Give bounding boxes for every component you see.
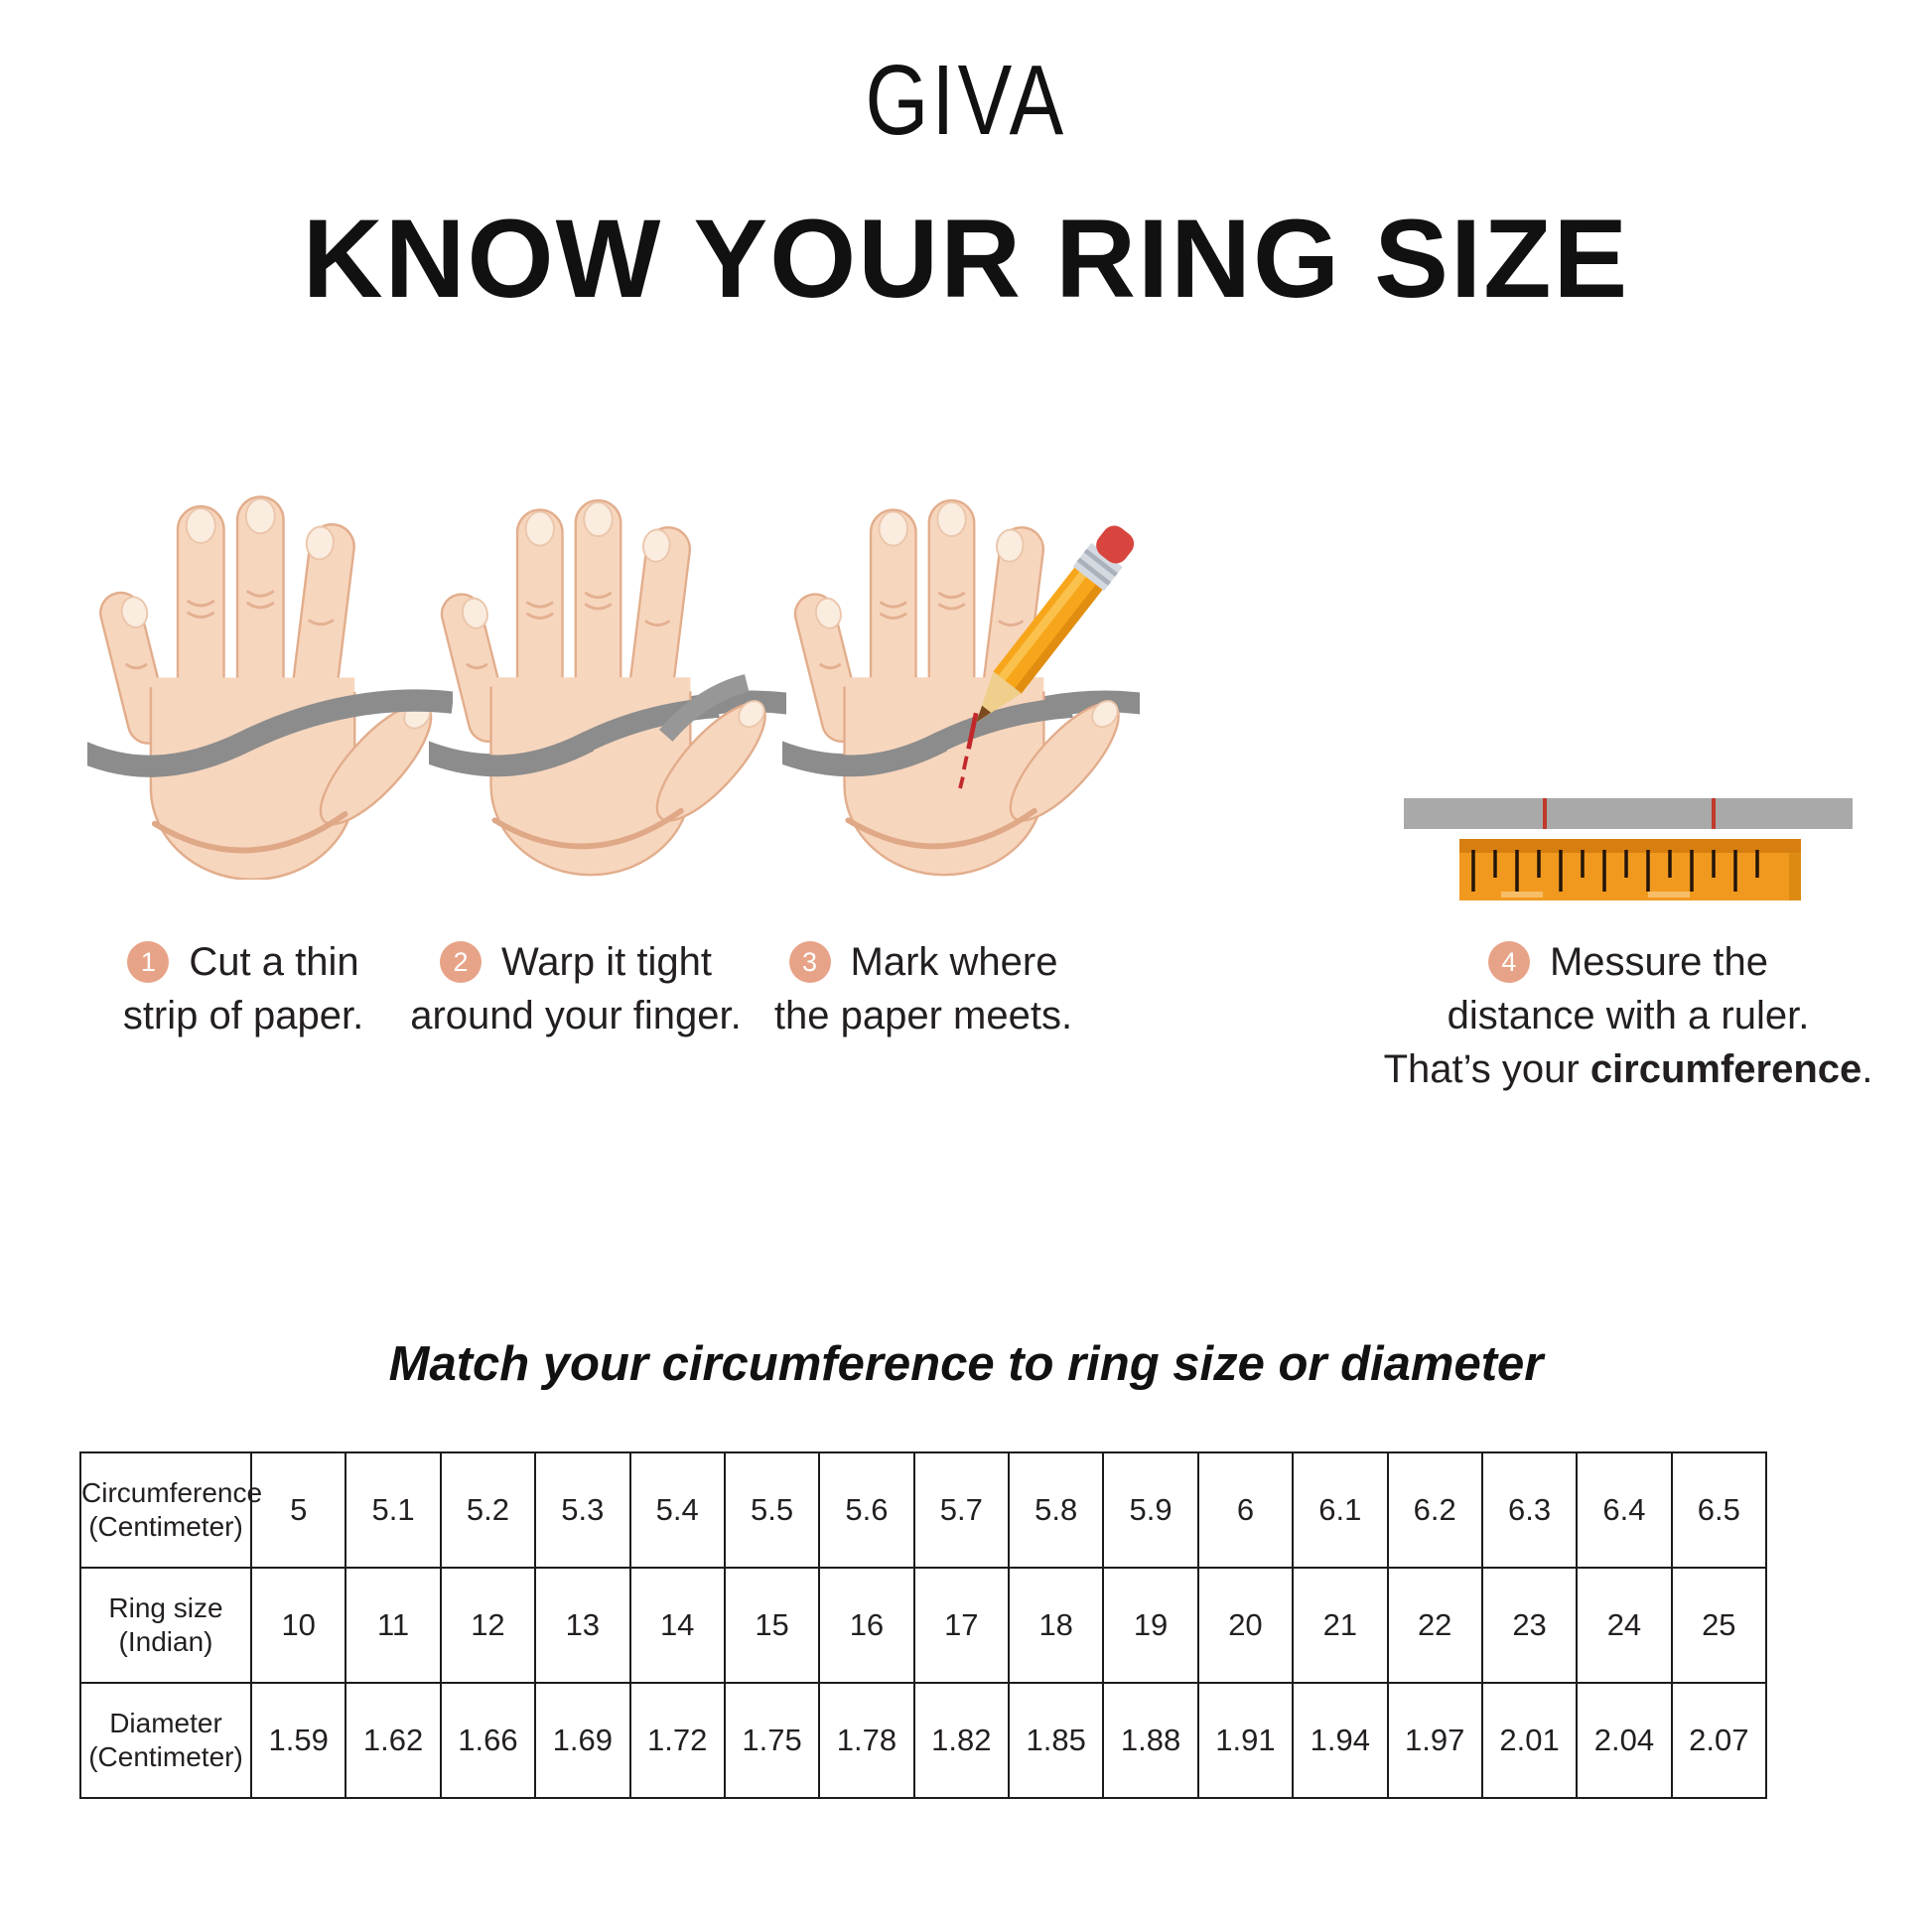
table-cell: 6 [1196, 1451, 1295, 1569]
table-cell: 21 [1292, 1567, 1389, 1684]
step-3-line2: the paper meets. [773, 994, 1073, 1037]
table-cell: 6.5 [1670, 1451, 1768, 1569]
table-cell: 18 [1007, 1567, 1105, 1684]
caption-step-2: 2 Warp it tight around your finger. [392, 935, 759, 1042]
size-table-body: Circumference (Centimeter) 5 5.1 5.2 5.3 5.4 5.… [79, 1451, 1768, 1799]
table-row: Ring size (Indian) 10 11 12 13 14 15 16 17 18 19 20 2… [79, 1567, 1768, 1684]
table-cell: 24 [1576, 1567, 1673, 1684]
table-cell: 2.04 [1576, 1682, 1673, 1799]
table-cell: 5.9 [1102, 1451, 1199, 1569]
table-cell: 1.72 [628, 1682, 726, 1799]
table-cell: 1.85 [1007, 1682, 1105, 1799]
step-4-badge: 4 [1487, 941, 1530, 983]
match-heading: Match your circumference to ring size or… [388, 1337, 1544, 1391]
caption-step-3: 3 Mark where the paper meets. [745, 935, 1102, 1042]
table-cell: 6.1 [1292, 1451, 1389, 1569]
row-header: Ring size (Indian) [79, 1567, 252, 1684]
table-cell: 22 [1386, 1567, 1483, 1684]
table-cell: 25 [1670, 1567, 1768, 1684]
page-title: KNOW YOUR RING SIZE [302, 197, 1630, 321]
table-cell: 5.2 [439, 1451, 537, 1569]
table-row: Circumference (Centimeter) 5 5.1 5.2 5.3 5.4 5.… [79, 1451, 1768, 1569]
table-cell: 5.5 [723, 1451, 821, 1569]
table-cell: 14 [628, 1567, 726, 1684]
table-cell: 5 [249, 1451, 347, 1569]
step-2-line2: around your finger. [410, 994, 742, 1037]
step-1-badge: 1 [127, 941, 170, 983]
table-cell: 20 [1196, 1567, 1295, 1684]
table-cell: 1.78 [818, 1682, 915, 1799]
step-4-line1: Messure the [1549, 940, 1769, 984]
table-cell: 19 [1102, 1567, 1199, 1684]
table-cell: 2.01 [1480, 1682, 1579, 1799]
step-3-badge: 3 [788, 941, 831, 983]
table-cell: 10 [249, 1567, 347, 1684]
hand-with-paper-strip-icon [87, 495, 453, 880]
table-cell: 23 [1480, 1567, 1579, 1684]
row-header: Diameter (Centimeter) [79, 1682, 252, 1799]
step-4-line2: distance with a ruler. [1447, 994, 1810, 1037]
table-cell: 1.94 [1292, 1682, 1389, 1799]
table-cell: 6.3 [1480, 1451, 1579, 1569]
table-cell: 5.7 [912, 1451, 1011, 1569]
table-cell: 1.62 [345, 1682, 442, 1799]
step-2-badge: 2 [440, 941, 483, 983]
table-cell: 1.91 [1196, 1682, 1295, 1799]
step-4-line3: That’s your circumference. [1383, 1047, 1873, 1091]
table-cell: 1.88 [1102, 1682, 1199, 1799]
paper-strip-ruler-icon [1404, 798, 1853, 900]
table-cell: 13 [534, 1567, 631, 1684]
hand-pencil-mark-icon [782, 498, 1140, 877]
caption-step-1: 1 Cut a thin strip of paper. [60, 935, 427, 1042]
table-cell: 1.59 [249, 1682, 347, 1799]
caption-step-4: 4 Messure the distance with a ruler. Tha… [1325, 935, 1931, 1096]
table-cell: 2.07 [1670, 1682, 1768, 1799]
table-cell: 5.6 [818, 1451, 915, 1569]
table-cell: 15 [723, 1567, 821, 1684]
table-cell: 1.82 [912, 1682, 1011, 1799]
table-cell: 5.1 [345, 1451, 442, 1569]
table-cell: 6.2 [1386, 1451, 1483, 1569]
giva-logo: GIVA [865, 45, 1067, 156]
table-cell: 1.66 [439, 1682, 537, 1799]
table-cell: 1.97 [1386, 1682, 1483, 1799]
table-cell: 1.75 [723, 1682, 821, 1799]
table-cell: 12 [439, 1567, 537, 1684]
step-1-line2: strip of paper. [122, 994, 364, 1037]
step-2-line1: Warp it tight [501, 940, 712, 984]
table-cell: 5.3 [534, 1451, 631, 1569]
table-row: Diameter (Centimeter) 1.59 1.62 1.66 1.69 1.72… [79, 1682, 1768, 1799]
table-cell: 5.4 [628, 1451, 726, 1569]
table-cell: 17 [912, 1567, 1011, 1684]
step-3-line1: Mark where [850, 940, 1058, 984]
table-cell: 5.8 [1007, 1451, 1105, 1569]
table-cell: 16 [818, 1567, 915, 1684]
hand-strip-wrapped-finger-icon [429, 498, 786, 877]
row-header: Circumference (Centimeter) [79, 1451, 262, 1569]
ring-size-table: Circumference (Centimeter) 5 5.1 5.2 5.3 5.4 5.… [79, 1451, 1768, 1799]
table-cell: 1.69 [534, 1682, 631, 1799]
table-cell: 11 [345, 1567, 442, 1684]
step-1-line1: Cut a thin [189, 940, 359, 984]
table-cell: 6.4 [1576, 1451, 1673, 1569]
